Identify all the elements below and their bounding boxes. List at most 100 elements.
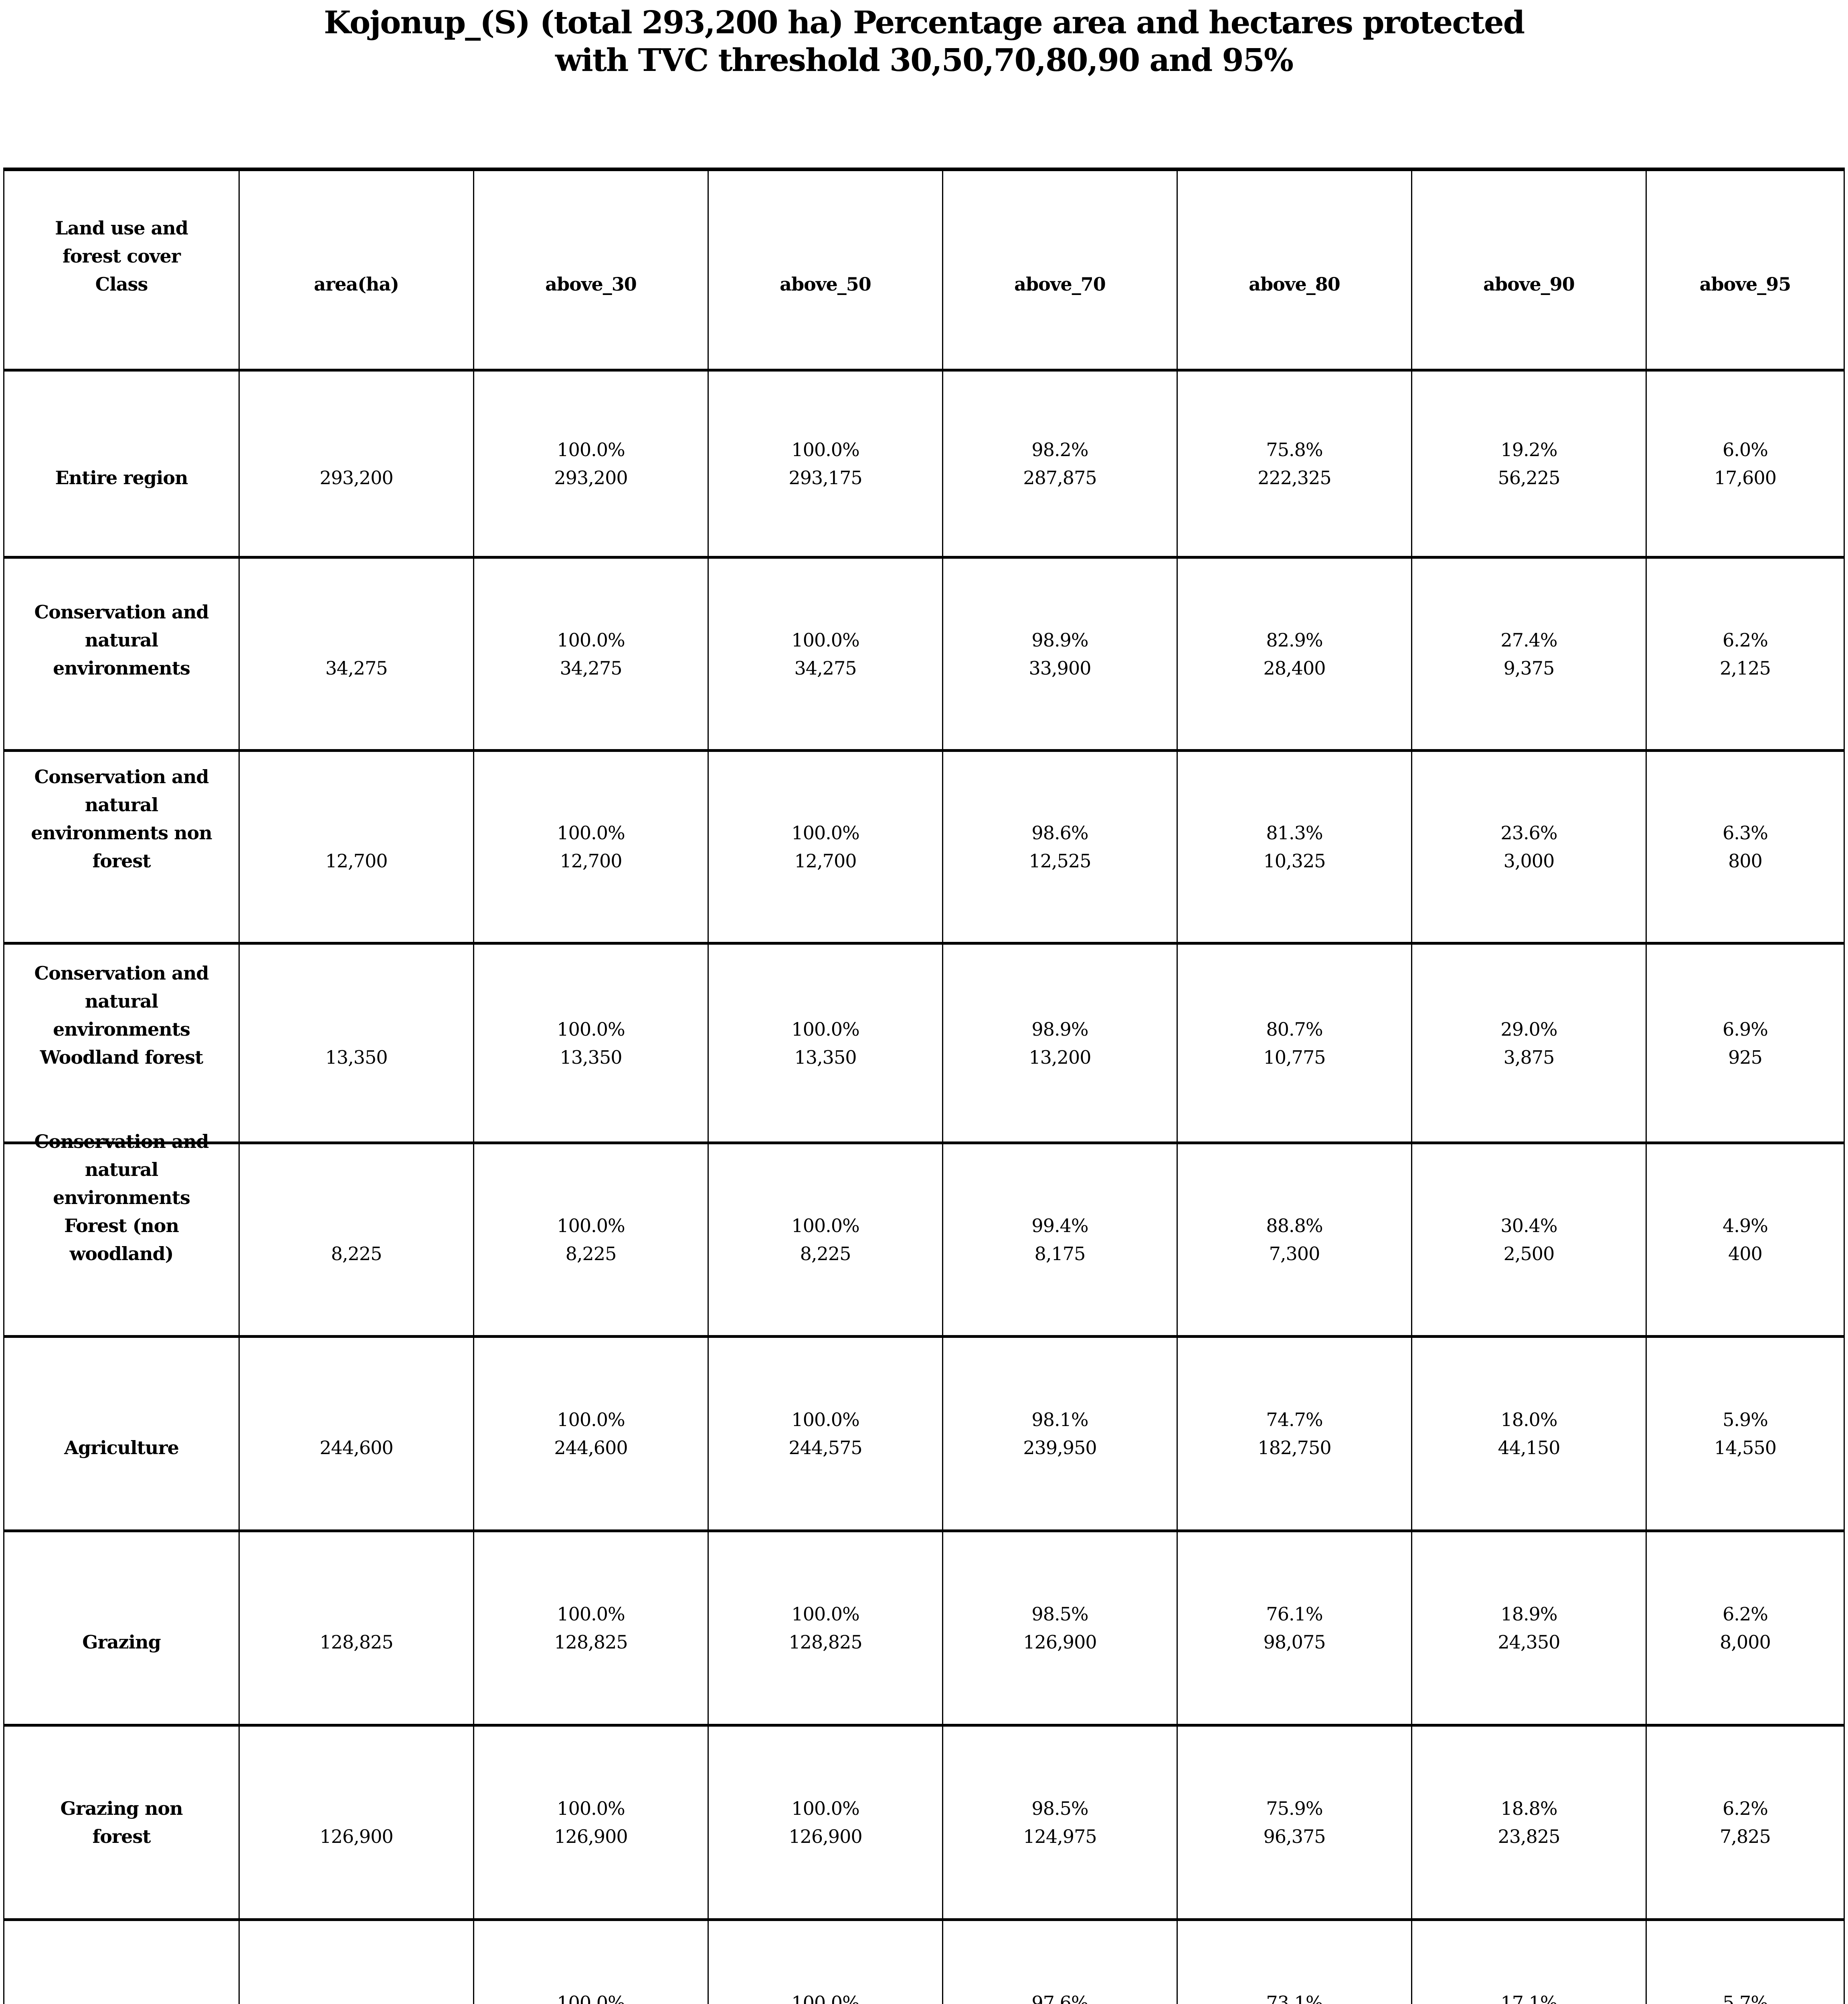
header-col-label: above_50 (780, 273, 871, 295)
percent-line: 98.6% (1031, 822, 1088, 844)
pct-ha-value: 6.3% 800 (1647, 819, 1844, 875)
percent-line: 100.0% (557, 1992, 625, 2004)
row-label-line: natural (85, 629, 158, 651)
hectares-line: 10,775 (1263, 1046, 1326, 1068)
hectares-line: 13,350 (794, 1046, 857, 1068)
data-cell: 100.0% 13,350 (474, 945, 709, 1141)
data-cell: 74.7% 182,750 (1178, 1338, 1412, 1529)
area-value: 13,350 (325, 1046, 388, 1068)
pct-ha-value: 29.0% 3,875 (1412, 1015, 1646, 1071)
percent-line: 98.9% (1031, 1018, 1088, 1040)
data-cell: 100.0% 126,900 (474, 1727, 709, 1918)
data-cell: 19.2% 56,225 (1412, 372, 1647, 556)
row-label-cell: Conservation and natural environments (4, 559, 240, 749)
pct-ha-value: 6.2% 7,825 (1647, 1794, 1844, 1850)
hectares-line: 98,075 (1263, 1631, 1326, 1653)
area-value: 8,225 (331, 1243, 382, 1265)
row-label-line: Grazing (82, 1631, 161, 1653)
data-cell: 97.6%113,050 (943, 1921, 1178, 2004)
row-label-line: Conservation and (34, 962, 209, 984)
table-row: Conservation and natural environments 34,27… (4, 559, 1844, 752)
row-label: Conservation and natural environments Fores… (4, 1127, 239, 1268)
table-row: Entire region 293,200 100.0% 293,200 100.0% 2… (4, 372, 1844, 559)
hectares-line: 56,225 (1498, 467, 1561, 489)
row-label-line: natural (85, 990, 158, 1012)
data-cell: 100.0% 34,275 (709, 559, 943, 749)
header-class-line: Land use and (55, 217, 188, 239)
percent-line: 98.1% (1031, 1409, 1088, 1430)
header-col-label: above_90 (1483, 273, 1575, 295)
pct-ha-value: 81.3% 10,325 (1178, 819, 1411, 875)
hectares-line: 33,900 (1029, 657, 1092, 679)
header-cell: above_90 (1412, 171, 1647, 369)
area-value: 244,600 (319, 1437, 393, 1459)
percent-line: 100.0% (557, 1409, 625, 1430)
area-cell: 244,600 (240, 1338, 474, 1529)
header-cell: above_95 (1647, 171, 1844, 369)
hectares-line: 8,225 (565, 1243, 617, 1265)
row-label-line: natural (85, 1159, 158, 1180)
data-cell: 98.2% 287,875 (943, 372, 1178, 556)
hectares-line: 17,600 (1714, 467, 1777, 489)
row-label-line: forest (92, 850, 151, 872)
percent-line: 88.8% (1266, 1215, 1323, 1236)
header-cell: above_30 (474, 171, 709, 369)
pct-ha-value: 100.0%115,750 (709, 1989, 942, 2004)
pct-ha-value: 5.7%6,550 (1647, 1989, 1844, 2004)
pct-ha-value: 98.6% 12,525 (943, 819, 1177, 875)
percent-line: 100.0% (791, 1215, 859, 1236)
percent-line: 98.2% (1031, 439, 1088, 461)
percent-line: 75.8% (1266, 439, 1323, 461)
hectares-line: 3,875 (1503, 1046, 1555, 1068)
header-cell: above_50 (709, 171, 943, 369)
percent-line: 23.6% (1500, 822, 1557, 844)
row-label-cell: Conservation and natural environments non f… (4, 752, 240, 942)
pct-ha-value: 98.1% 239,950 (943, 1406, 1177, 1462)
row-label-cell: Conservation and natural environments Woodl… (4, 945, 240, 1141)
row-label-line: Conservation and (34, 766, 209, 788)
percent-line: 100.0% (557, 1603, 625, 1625)
percent-line: 73.1% (1266, 1992, 1323, 2004)
row-label-line: Grazing non (60, 1798, 183, 1819)
percent-line: 100.0% (791, 1409, 859, 1430)
pct-ha-value: 6.2% 8,000 (1647, 1600, 1844, 1656)
hectares-line: 244,575 (789, 1437, 862, 1459)
pct-ha-value: 17.1%19,800 (1412, 1989, 1646, 2004)
page-title: Kojonup_(S) (total 293,200 ha) Percentag… (0, 4, 1848, 79)
hectares-line: 8,175 (1034, 1243, 1086, 1265)
area-value: 128,825 (319, 1631, 393, 1653)
row-label-line: environments (53, 657, 190, 679)
percent-line: 6.2% (1723, 629, 1768, 651)
hectares-line: 13,200 (1029, 1046, 1092, 1068)
row-label-line: woodland) (69, 1243, 174, 1265)
percent-line: 82.9% (1266, 629, 1323, 651)
data-cell: 98.9% 13,200 (943, 945, 1178, 1141)
pct-ha-value: 30.4% 2,500 (1412, 1212, 1646, 1268)
table-header-row: Land use and forest cover Class area(ha) abo… (4, 171, 1844, 372)
row-label-line: natural (85, 794, 158, 816)
row-label-cell: Agriculture (4, 1338, 240, 1529)
hectares-line: 128,825 (554, 1631, 628, 1653)
hectares-line: 7,300 (1269, 1243, 1320, 1265)
table-row: Cropping115,775100.0%115,775100.0%115,75… (4, 1921, 1844, 2004)
data-cell: 100.0% 8,225 (474, 1144, 709, 1335)
hectares-line: 2,500 (1503, 1243, 1555, 1265)
pct-ha-value: 100.0% 128,825 (474, 1600, 708, 1656)
percent-line: 100.0% (557, 822, 625, 844)
data-cell: 23.6% 3,000 (1412, 752, 1647, 942)
data-cell: 98.5% 126,900 (943, 1532, 1178, 1724)
data-cell: 6.3% 800 (1647, 752, 1844, 942)
area-cell: 13,350 (240, 945, 474, 1141)
row-label-cell: Cropping (4, 1921, 240, 2004)
data-cell: 100.0% 293,175 (709, 372, 943, 556)
data-cell: 98.5% 124,975 (943, 1727, 1178, 1918)
hectares-line: 293,175 (789, 467, 862, 489)
hectares-line: 244,600 (554, 1437, 628, 1459)
data-cell: 73.1%84,675 (1178, 1921, 1412, 2004)
pct-ha-value: 97.6%113,050 (943, 1989, 1177, 2004)
table-row: Conservation and natural environments Woodl… (4, 945, 1844, 1144)
hectares-line: 34,275 (560, 657, 623, 679)
data-cell: 18.9% 24,350 (1412, 1532, 1647, 1724)
page-title-line2: with TVC threshold 30,50,70,80,90 and 95… (555, 42, 1294, 79)
header-cell: above_80 (1178, 171, 1412, 369)
